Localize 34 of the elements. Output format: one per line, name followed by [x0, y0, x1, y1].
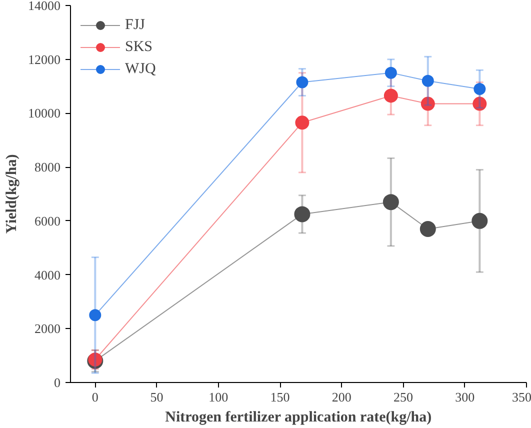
point — [472, 212, 488, 229]
x-axis-title: Nitrogen fertilizer application rate(kg/ha) — [165, 410, 432, 426]
y-tick-label: 6000 — [34, 213, 60, 228]
x-tick-label: 0 — [92, 390, 98, 404]
y-axis-title: Yield(kg/ha) — [4, 154, 20, 234]
y-tick-label: 12000 — [28, 52, 60, 67]
y-tick-label: 0 — [54, 375, 60, 390]
point — [420, 221, 436, 237]
point — [89, 309, 102, 322]
y-tick-label: 10000 — [28, 106, 60, 121]
point — [474, 82, 486, 95]
point — [422, 74, 434, 87]
x-tick-label: 50 — [150, 390, 164, 404]
y-tick-label: 14000 — [28, 0, 60, 13]
point — [294, 206, 310, 222]
point — [420, 96, 435, 111]
point — [384, 88, 398, 103]
point — [472, 96, 487, 111]
point — [382, 194, 399, 210]
x-tick-label: 150 — [270, 390, 290, 404]
point — [295, 116, 310, 130]
legend-label: WJQ — [125, 60, 156, 78]
x-tick-label: 300 — [455, 390, 475, 404]
legend-label: SKS — [125, 38, 153, 56]
y-tick-label: 4000 — [34, 267, 60, 282]
point — [384, 66, 397, 79]
legend-label: FJJ — [125, 16, 146, 34]
x-tick-label: 200 — [332, 390, 352, 404]
x-tick-label: 250 — [394, 390, 414, 404]
y-tick-label: 2000 — [34, 321, 60, 336]
x-tick-label: 100 — [208, 390, 228, 404]
y-tick-label: 8000 — [34, 160, 60, 175]
x-tick-label: 350 — [512, 390, 531, 404]
point — [296, 76, 308, 88]
